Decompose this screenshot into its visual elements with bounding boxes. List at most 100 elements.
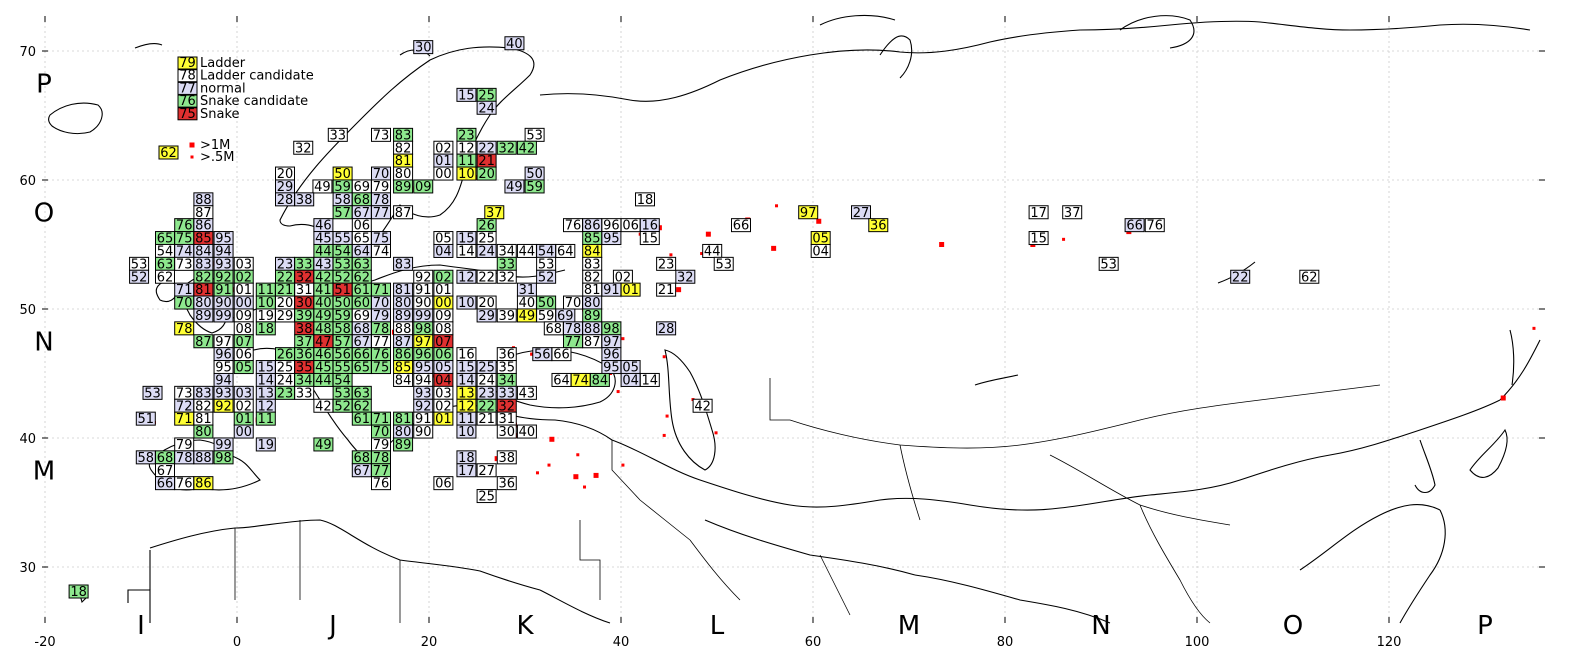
grid-cell-code: 70 [565,296,582,311]
grid-cell-box [456,269,477,284]
grid-cell-box [193,424,214,439]
grid-cell-code: 06 [435,477,452,492]
grid-cell-box [233,424,254,439]
grid-cell-code: 76 [1146,219,1163,234]
grid-cell-box [639,372,660,387]
grid-cell-code: 30 [415,41,432,56]
grid-cell: 11 [255,282,276,298]
grid-cell-box [504,179,525,194]
grid-cell-box [294,192,315,207]
grid-cell-code: 89 [584,309,601,324]
grid-cell: 05 [233,360,254,376]
x-tick-label: 40 [613,635,630,650]
grid-cell: 58 [135,450,156,466]
legend-item: 76 Snake candidate [177,94,308,109]
grid-cell-code: 22 [1232,270,1249,285]
grid-cell: 38 [294,192,315,208]
grid-cell: 02 [233,269,254,285]
grid-cell: 52 [332,269,353,285]
grid-cell-code: 07 [235,335,252,350]
x-tick-label: 60 [805,635,822,650]
grid-cell: 79 [371,308,391,324]
grid-cell: 68 [155,450,175,466]
grid-cell-code: 35 [296,361,313,376]
grid-cell: 25 [476,87,497,103]
grid-cell-box [1062,205,1083,220]
grid-cell-code: 60 [354,296,371,311]
grid-cell: 53 [524,127,545,143]
grid-cell-code: 16 [458,348,475,363]
city-marker [1500,395,1506,401]
zone-label-bottom: J [327,611,337,641]
grid-cell-code: 15 [258,361,275,376]
grid-cell: 74 [570,372,591,388]
grid-cell-box [255,321,276,336]
grid-cell-code: 99 [215,438,232,453]
grid-cell: 06 [620,218,641,234]
grid-cell: 21 [476,411,497,427]
grid-cell: 68 [543,321,564,337]
grid-cell-code: 79 [176,438,193,453]
grid-cell-code: 02 [435,141,452,156]
grid-cell: 77 [371,205,391,221]
grid-cell: 52 [332,398,353,414]
grid-cell: 15 [456,87,477,103]
grid-cell: 71 [371,411,391,427]
grid-cell-code: 19 [258,438,275,453]
grid-cell-code: 63 [354,257,371,272]
grid-cell: 01 [233,411,254,427]
grid-cell-code: 78 [373,322,390,337]
grid-cell: 25 [476,489,497,505]
grid-cell-code: 56 [334,348,351,363]
grid-cell: 76 [174,218,195,234]
grid-cell-code: 86 [584,219,601,234]
legend-swatch [177,94,198,108]
grid-cell: 39 [496,308,517,324]
grid-cell-code: 32 [296,270,313,285]
grid-cell: 88 [193,450,214,466]
grid-cell: 23 [275,385,295,401]
grid-cell-code: 68 [354,451,371,466]
grid-cell-code: 93 [215,386,232,401]
grid-cell: 27 [476,463,497,479]
grid-cell: 82 [393,140,414,156]
grid-cell-box [213,398,234,413]
grid-cell-code: 15 [1030,232,1047,247]
grid-cell-code: 63 [354,386,371,401]
grid-cell-code: 33 [296,257,313,272]
grid-cell: 06 [233,347,254,363]
grid-cell-code: 67 [354,335,371,350]
grid-cell-code: 98 [215,451,232,466]
grid-cell-code: 47 [315,335,332,350]
grid-cell-code: 36 [296,348,313,363]
grid-cell-code: 30 [498,425,515,440]
grid-cell: 93 [213,385,234,401]
grid-cell-code: 43 [315,257,332,272]
grid-cell-code: 68 [354,322,371,337]
grid-cell-code: 37 [1064,206,1081,221]
grid-cell-code: 10 [458,167,475,182]
grid-cell-code: 23 [478,386,495,401]
grid-cell: 99 [413,308,434,324]
grid-cell-code: 10 [458,296,475,311]
grid-cell-code: 70 [373,167,390,182]
grid-cell-code: 69 [354,309,371,324]
grid-cell-code: 79 [373,180,390,195]
grid-cell: 22 [476,269,497,285]
grid-cell: 69 [555,308,576,324]
grid-cell-code: 91 [415,283,432,298]
grid-cell: 94 [213,243,234,259]
grid-cell-box [702,243,723,258]
grid-cell-code: 86 [195,477,212,492]
grid-cell: 14 [456,372,477,388]
grid-cell: 19 [255,308,276,324]
grid-cell-code: 53 [526,128,543,143]
grid-cell-code: 85 [395,361,412,376]
grid-cell-code: 11 [458,412,475,427]
grid-cell: 28 [275,192,295,208]
grid-cell: 80 [193,424,214,440]
grid-cell-code: 14 [642,373,659,388]
grid-cell: 98 [413,321,434,337]
grid-cell-code: 41 [315,283,332,298]
grid-cell: 08 [233,321,254,337]
